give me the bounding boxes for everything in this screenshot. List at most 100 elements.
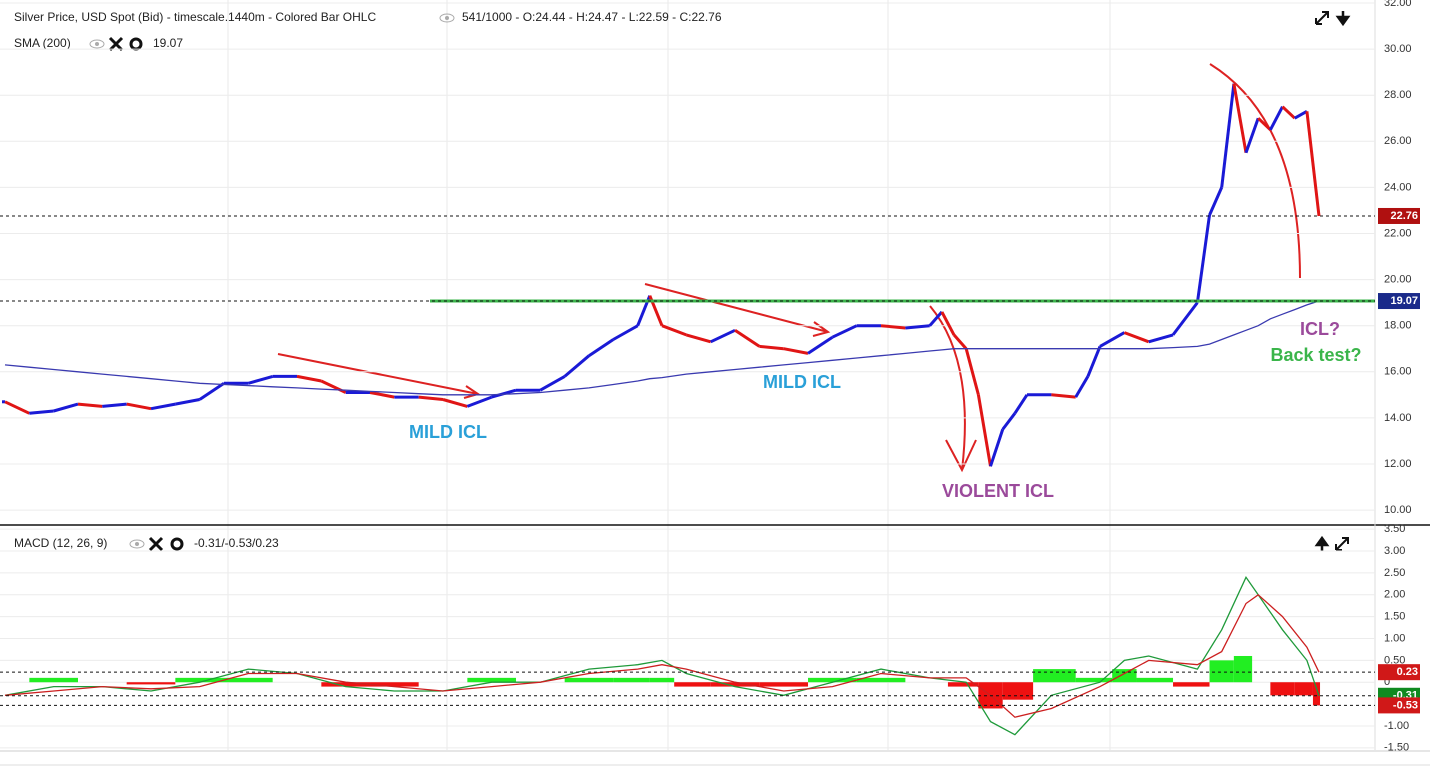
histogram-bar xyxy=(1312,682,1321,706)
last-price-tag-bg xyxy=(1378,207,1420,224)
histogram-bar xyxy=(321,682,371,687)
y-tick-label: 14.00 xyxy=(1384,412,1412,424)
y-tick-label: 26.00 xyxy=(1384,135,1412,147)
macd-line xyxy=(4,575,1320,736)
y-tick-label: 0.50 xyxy=(1384,654,1405,666)
price-bar xyxy=(369,391,395,399)
histogram-bar xyxy=(649,677,675,683)
price-bar xyxy=(783,347,809,355)
price-bar xyxy=(612,324,639,341)
price-bar xyxy=(296,374,322,383)
y-tick-label: 18.00 xyxy=(1384,320,1412,332)
price-bar xyxy=(1148,333,1174,344)
price-bar xyxy=(247,374,274,385)
settings-icon[interactable] xyxy=(170,537,184,551)
y-tick-label: 2.50 xyxy=(1384,567,1405,579)
price-bar xyxy=(1208,186,1224,216)
price-bar xyxy=(952,333,968,350)
annotation: VIOLENT ICL xyxy=(942,481,1054,501)
histogram-bar xyxy=(1002,682,1034,700)
price-bar xyxy=(588,338,615,357)
price-bar xyxy=(1220,83,1236,188)
histogram-bar xyxy=(1136,677,1174,683)
histogram-bar xyxy=(856,677,906,683)
price-bar xyxy=(710,328,736,344)
price-bar xyxy=(1269,106,1284,131)
price-bar xyxy=(198,382,225,401)
price-bar xyxy=(976,394,992,467)
signal-tag-bg xyxy=(1378,664,1420,681)
sma-tag: 19.07 xyxy=(1390,295,1418,307)
price-bar xyxy=(734,329,761,348)
price-bar xyxy=(150,402,176,411)
expand-icon[interactable] xyxy=(1335,537,1349,551)
y-tick-label: 10.00 xyxy=(1384,504,1412,516)
histogram-tag: -0.53 xyxy=(1393,699,1418,711)
price-bar xyxy=(1293,109,1308,120)
price-bar xyxy=(1171,301,1199,336)
ohlc-info: 541/1000 - O:24.44 - H:24.47 - L:22.59 -… xyxy=(462,10,722,24)
eye-icon[interactable] xyxy=(89,39,105,49)
remove-icon[interactable] xyxy=(108,36,124,52)
price-bar xyxy=(1013,393,1029,415)
price-bar xyxy=(1001,412,1017,431)
y-tick-label: 0 xyxy=(1384,676,1390,688)
price-bar xyxy=(4,400,30,415)
histogram-bar xyxy=(29,677,79,683)
price-bar xyxy=(1305,111,1321,217)
histogram-bar xyxy=(710,682,760,687)
expand-icon[interactable] xyxy=(1315,11,1329,25)
histogram-bar xyxy=(467,677,517,683)
histogram-bar xyxy=(1112,669,1137,683)
price-bar xyxy=(940,311,956,336)
move-up-icon[interactable] xyxy=(1314,535,1330,551)
price-bar xyxy=(126,402,152,411)
price-bar xyxy=(880,324,906,330)
eye-icon[interactable] xyxy=(439,13,455,23)
y-tick-label: 2.00 xyxy=(1384,589,1405,601)
remove-icon[interactable] xyxy=(148,536,164,552)
price-bar xyxy=(1195,214,1211,303)
price-bar xyxy=(77,402,103,408)
histogram-bar xyxy=(370,682,419,687)
price-bar xyxy=(989,428,1005,467)
y-tick-label: 32.00 xyxy=(1384,0,1412,9)
price-bar xyxy=(418,395,444,401)
histogram-bar xyxy=(674,682,711,687)
histogram-bar xyxy=(1233,655,1253,683)
price-bar xyxy=(102,402,127,408)
price-bar xyxy=(539,375,566,392)
move-down-icon[interactable] xyxy=(1335,11,1351,27)
price-bar xyxy=(175,398,200,406)
eye-icon[interactable] xyxy=(129,539,145,549)
drawn-arrows xyxy=(277,63,1301,473)
price-bar xyxy=(928,310,944,327)
price-bar xyxy=(831,324,858,339)
annotation: MILD ICL xyxy=(409,422,487,442)
price-bar xyxy=(661,324,687,337)
y-tick-label: 30.00 xyxy=(1384,43,1412,55)
histogram-bar xyxy=(1270,682,1295,696)
price-bar xyxy=(563,354,590,378)
price-bar xyxy=(1281,105,1296,120)
macd-info: -0.31/-0.53/0.23 xyxy=(194,536,279,550)
y-tick-label: -1.50 xyxy=(1384,742,1409,754)
last-price-tag: 22.76 xyxy=(1390,210,1418,222)
price-bar xyxy=(29,409,54,415)
y-tick-label: 1.00 xyxy=(1384,632,1405,644)
price-bar xyxy=(1257,117,1272,131)
y-tick-label: 24.00 xyxy=(1384,181,1412,193)
histogram-tag-bg xyxy=(1378,697,1420,714)
histogram-bar xyxy=(224,677,273,683)
signal-tag: 0.23 xyxy=(1397,666,1418,678)
price-bar xyxy=(466,395,493,408)
y-tick-label: -1.00 xyxy=(1384,720,1409,732)
histogram-bar xyxy=(1209,660,1234,683)
sma-tag-bg xyxy=(1378,293,1420,310)
price-bar xyxy=(964,348,980,396)
price-bar xyxy=(685,333,712,344)
histogram-bar xyxy=(1173,682,1210,687)
y-tick-label: 20.00 xyxy=(1384,274,1412,286)
